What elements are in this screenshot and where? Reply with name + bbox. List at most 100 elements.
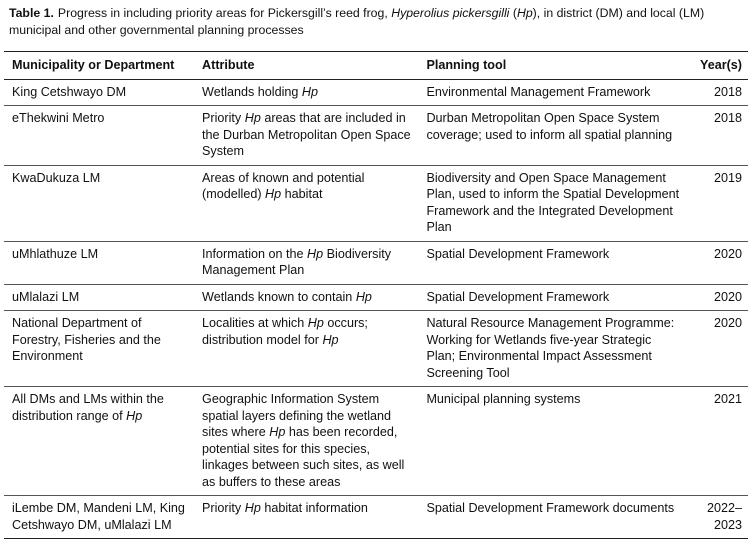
italic-text: Hp <box>269 425 286 439</box>
cell-text: Priority <box>202 501 245 515</box>
table-cell: Geographic Information System spatial la… <box>194 386 419 496</box>
table-cell: Natural Resource Management Programme: W… <box>418 310 688 387</box>
italic-text: Hp <box>244 111 261 125</box>
table-cell: All DMs and LMs within the distribution … <box>4 386 195 496</box>
cell-text: Spatial Development Framework <box>426 246 610 261</box>
table-cell: KwaDukuza LM <box>4 165 195 242</box>
table-cell: 2020 <box>687 310 748 387</box>
caption-text: ( <box>509 6 517 20</box>
cell-text: uMlalazi LM <box>12 289 80 304</box>
column-header: Municipality or Department <box>4 51 195 80</box>
cell-text: 2022–2023 <box>706 501 742 532</box>
table-row: KwaDukuza LM Areas of known and potential… <box>4 165 748 242</box>
cell-text: Localities at which <box>202 316 308 330</box>
cell-text: Durban Metropolitan Open Space System co… <box>426 111 673 142</box>
caption-label: Table 1. <box>9 6 54 20</box>
table-row: eThekwini Metro Priority Hp areas that ar… <box>4 105 748 166</box>
table-cell: 2021 <box>687 386 748 496</box>
cell-text: 2018 <box>713 111 742 125</box>
table-row: iLembe DM, Mandeni LM, King Cetshwayo DM… <box>4 495 748 539</box>
table-cell: 2018 <box>687 79 748 106</box>
column-header: Attribute <box>194 51 419 80</box>
cell-text: KwaDukuza LM <box>12 170 101 185</box>
cell-text: areas that are included in the Durban Me… <box>202 111 411 158</box>
cell-text: habitat <box>281 187 323 201</box>
cell-text: Wetlands known to contain <box>202 289 356 304</box>
italic-text: Hp <box>307 316 324 330</box>
table-cell: Information on the Hp Biodiversity Manag… <box>194 241 419 285</box>
italic-text: Hp <box>355 289 372 304</box>
table-cell: 2019 <box>687 165 748 242</box>
cell-text: Priority <box>202 111 245 125</box>
cell-text: eThekwini Metro <box>12 111 105 125</box>
cell-text: Geographic Information System spatial la… <box>202 392 392 439</box>
table-cell: Spatial Development Framework <box>418 241 688 285</box>
table-row: All DMs and LMs within the distribution … <box>4 386 748 496</box>
caption-text: Progress in including priority areas for… <box>57 6 392 20</box>
caption: Table 1. Progress in including priority a… <box>9 5 744 39</box>
table-cell: eThekwini Metro <box>4 105 195 166</box>
table-cell: 2018 <box>687 105 748 166</box>
cell-text: All DMs and LMs within the distribution … <box>12 392 164 423</box>
table-cell: 2020 <box>687 284 748 311</box>
italic-text: Hp <box>244 501 261 515</box>
italic-text: Hp <box>126 408 143 423</box>
table-cell: National Department of Forestry, Fisheri… <box>4 310 195 387</box>
table-cell: Localities at which Hp occurs; distribut… <box>194 310 419 387</box>
cell-text: Biodiversity Management Plan <box>202 246 392 278</box>
cell-text: King Cetshwayo DM <box>12 84 127 99</box>
table-cell: King Cetshwayo DM <box>4 79 195 106</box>
table: Municipality or Department Attribute Plann… <box>4 51 748 539</box>
table-cell: Spatial Development Framework <box>418 284 688 311</box>
cell-text: Spatial Development Framework documents <box>426 501 675 515</box>
cell-text: has been recorded, potential sites for t… <box>202 425 405 489</box>
cell-text: 2020 <box>713 289 742 304</box>
table-row: uMhlathuze LM Information on the Hp Biodi… <box>4 241 748 285</box>
italic-text: Hp <box>307 246 324 261</box>
cell-text: 2020 <box>713 316 742 330</box>
cell-text: Municipal planning systems <box>426 392 581 406</box>
cell-text: iLembe DM, Mandeni LM, King Cetshwayo DM… <box>12 501 185 532</box>
table-cell: Municipal planning systems <box>418 386 688 496</box>
cell-text: Biodiversity and Open Space Management P… <box>426 170 680 235</box>
table-cell: Priority Hp habitat information <box>194 495 419 539</box>
cell-text: uMhlathuze LM <box>12 246 99 261</box>
table-cell: Areas of known and potential (modelled) … <box>194 165 419 242</box>
cell-text: Spatial Development Framework <box>426 289 610 304</box>
cell-text: 2019 <box>713 170 742 185</box>
cell-text: Wetlands holding <box>202 84 302 99</box>
table-cell: Durban Metropolitan Open Space System co… <box>418 105 688 166</box>
column-header: Year(s) <box>687 51 748 80</box>
cell-text: Environmental Management Framework <box>426 84 651 99</box>
table-body: King Cetshwayo DM Wetlands holding Hp Envi… <box>4 79 748 539</box>
cell-text: National Department of Forestry, Fisheri… <box>12 316 161 363</box>
table-cell: iLembe DM, Mandeni LM, King Cetshwayo DM… <box>4 495 195 539</box>
table-cell: Wetlands known to contain Hp <box>194 284 419 311</box>
table-row: National Department of Forestry, Fisheri… <box>4 310 748 387</box>
table-cell: Spatial Development Framework documents <box>418 495 688 539</box>
italic-text: Hp <box>265 187 282 201</box>
table-cell: uMlalazi LM <box>4 284 195 311</box>
column-header: Planning tool <box>418 51 688 80</box>
table-cell: Priority Hp areas that are included in t… <box>194 105 419 166</box>
table-cell: 2022–2023 <box>687 495 748 539</box>
cell-text: habitat information <box>260 501 368 515</box>
table-row: King Cetshwayo DM Wetlands holding Hp Envi… <box>4 79 748 106</box>
cell-text: 2021 <box>713 392 742 406</box>
italic-text: Hp <box>301 84 319 99</box>
table-row: uMlalazi LM Wetlands known to contain Hp S… <box>4 284 748 311</box>
cell-text: Information on the <box>202 246 308 261</box>
header-row: Municipality or Department Attribute Plann… <box>4 51 748 80</box>
table-cell: Wetlands holding Hp <box>194 79 419 106</box>
caption-text: Hyperolius pickersgilli <box>391 6 510 20</box>
cell-text: 2018 <box>713 84 742 99</box>
table-cell: uMhlathuze LM <box>4 241 195 285</box>
caption-text: Hp <box>516 6 533 20</box>
table-cell: Biodiversity and Open Space Management P… <box>418 165 688 242</box>
cell-text: 2020 <box>713 246 742 261</box>
table-cell: 2020 <box>687 241 748 285</box>
cell-text: Areas of known and potential (modelled) <box>202 170 365 202</box>
cell-text: Natural Resource Management Programme: W… <box>426 316 675 380</box>
table-cell: Environmental Management Framework <box>418 79 688 106</box>
